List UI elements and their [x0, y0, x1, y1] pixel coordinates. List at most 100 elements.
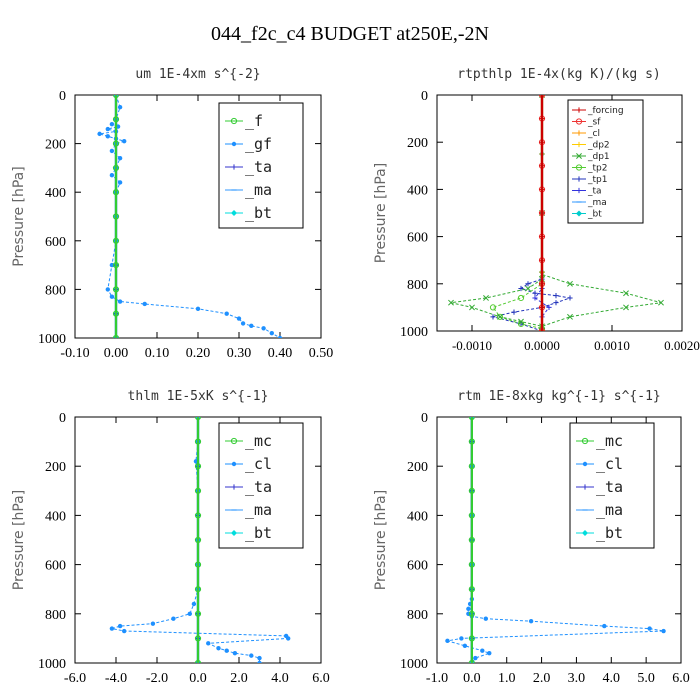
legend-label: _ma — [587, 198, 607, 208]
data-point — [194, 438, 202, 445]
data-point — [489, 304, 497, 311]
data-point — [109, 148, 115, 154]
legend-label: _ma — [245, 181, 272, 199]
y-tick-label: 1000 — [38, 332, 66, 347]
x-tick-label: 0.0 — [189, 671, 207, 686]
legend-label: _mc — [596, 432, 623, 450]
legend-label: _tp2 — [587, 164, 607, 174]
x-tick-label: 6.0 — [312, 671, 330, 686]
data-point — [623, 304, 629, 311]
x-tick-label: 0.0020 — [664, 338, 700, 353]
data-point — [194, 487, 202, 494]
data-point — [539, 95, 545, 98]
data-point — [511, 309, 517, 315]
data-point — [97, 131, 102, 137]
data-point — [496, 313, 504, 320]
data-point — [112, 95, 120, 99]
y-axis-label: Pressure [hPa] — [11, 166, 27, 266]
y-tick-label: 400 — [407, 509, 428, 524]
data-point — [468, 512, 475, 519]
chart-panel: rtm 1E-8xkg kg^{-1} s^{-1} Pressure [hPa]… — [373, 389, 690, 686]
y-axis-label: Pressure [hPa] — [11, 490, 27, 590]
x-tick-label: 3.0 — [568, 671, 586, 686]
data-point — [466, 606, 471, 612]
data-point — [553, 300, 559, 306]
legend-label: _ma — [245, 501, 272, 519]
legend-label: _cl — [596, 455, 623, 473]
data-point — [224, 311, 229, 316]
legend-label: _forcing — [587, 106, 624, 116]
data-point — [109, 172, 115, 178]
data-point — [483, 295, 489, 301]
data-point — [528, 618, 534, 624]
x-tick-label: 5.0 — [637, 671, 655, 686]
data-point — [112, 140, 120, 147]
legend-marker — [230, 117, 238, 125]
x-tick-label: 0.0010 — [594, 338, 630, 353]
data-point — [532, 290, 538, 296]
legend-label: _dp1 — [587, 152, 610, 162]
legend-label: _bt — [587, 210, 602, 220]
data-point — [468, 536, 475, 544]
legend-marker — [231, 461, 237, 467]
legend-label: _f — [245, 112, 263, 130]
legend-marker — [582, 461, 588, 467]
legend-label: _ma — [596, 501, 623, 519]
data-point — [122, 138, 127, 144]
data-point — [194, 512, 202, 519]
legend: _forcing _sf_cl _dp2_dp1 _tp2_tp1 _ta_ma _bt — [567, 99, 644, 224]
data-point — [539, 304, 545, 310]
y-tick-label: 600 — [45, 235, 66, 250]
data-point — [112, 286, 120, 293]
x-tick-label: 0.30 — [227, 346, 252, 361]
data-point — [468, 610, 475, 617]
legend-marker — [576, 176, 582, 182]
data-point — [647, 626, 652, 631]
data-point — [483, 616, 488, 621]
x-tick-label: 0.00 — [104, 346, 129, 361]
data-point — [546, 304, 552, 310]
legend-label: _ta — [596, 478, 623, 496]
y-axis-label: Pressure [hPa] — [373, 163, 389, 263]
y-tick-label: 1000 — [400, 657, 428, 672]
series-group — [448, 95, 664, 331]
legend-label: _bt — [596, 524, 623, 542]
data-point — [194, 610, 202, 617]
data-point — [112, 310, 120, 317]
panel-title: rtm 1E-8xkg kg^{-1} s^{-1} — [457, 389, 661, 404]
x-tick-label: 6.0 — [672, 671, 690, 686]
data-point — [105, 287, 111, 292]
data-point — [257, 655, 262, 661]
data-point — [602, 623, 607, 629]
data-point — [117, 180, 123, 185]
y-tick-label: 200 — [45, 138, 66, 153]
data-point — [112, 334, 120, 338]
data-point — [224, 648, 229, 653]
data-point — [191, 601, 197, 607]
legend-marker — [576, 153, 582, 159]
series-group — [445, 417, 666, 663]
data-point — [468, 586, 475, 593]
data-point — [112, 213, 120, 220]
data-point — [249, 653, 254, 658]
data-point — [195, 306, 201, 312]
data-point — [142, 301, 147, 307]
data-point — [468, 635, 475, 642]
legend-marker — [576, 107, 582, 113]
legend-marker — [231, 141, 237, 147]
panel-title: um 1E-4xm s^{-2} — [135, 67, 260, 82]
x-tick-label: -0.0010 — [452, 338, 492, 353]
x-tick-label: 0.20 — [186, 346, 211, 361]
x-tick-label: 0.0000 — [524, 338, 560, 353]
data-point — [112, 189, 120, 196]
data-point — [468, 659, 475, 663]
x-tick-label: -6.0 — [64, 671, 86, 686]
data-point — [257, 660, 262, 663]
data-point — [661, 628, 666, 634]
y-tick-label: 400 — [45, 186, 66, 201]
data-point — [539, 163, 545, 169]
data-point — [194, 561, 202, 568]
data-point — [462, 643, 468, 648]
chart-panel: um 1E-4xm s^{-2} Pressure [hPa] -0.10 0.00 0… — [11, 67, 333, 361]
data-point — [623, 290, 629, 297]
